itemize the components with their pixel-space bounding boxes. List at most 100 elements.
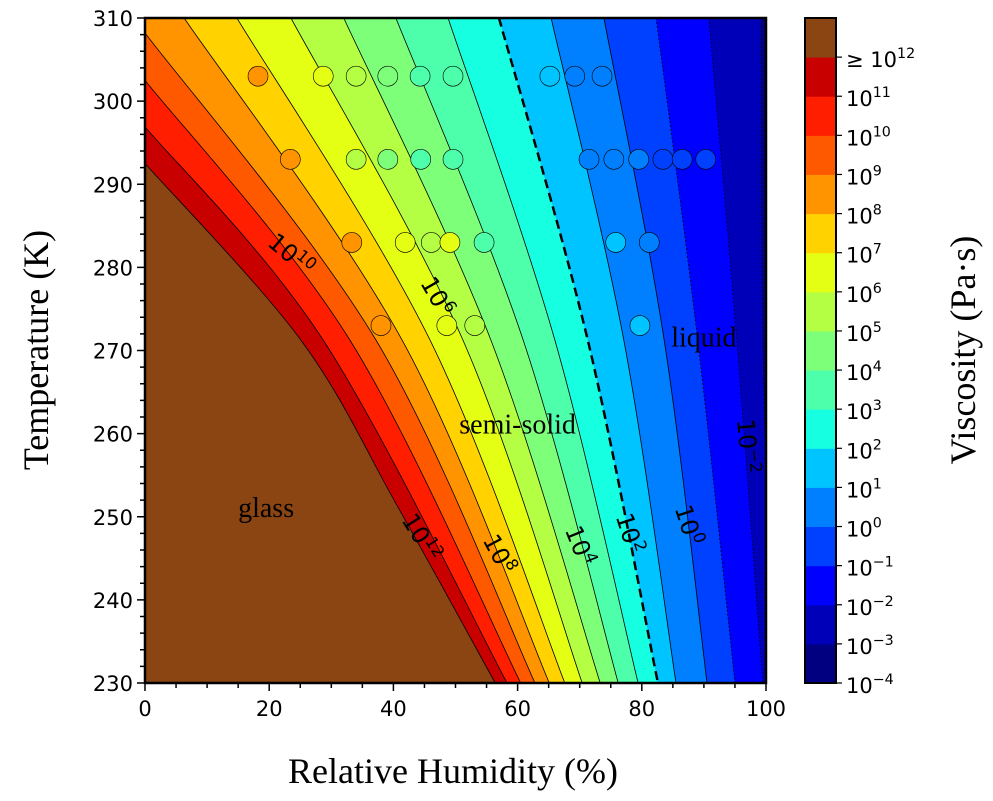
- y-tick-label: 250: [93, 506, 133, 530]
- data-point: [473, 232, 495, 253]
- y-tick-label: 270: [93, 340, 133, 364]
- data-point: [671, 149, 693, 170]
- colorbar-tick-label: 103: [846, 398, 882, 424]
- data-point: [420, 232, 442, 253]
- contour-line--2: [708, 18, 764, 683]
- colorbar-tick-label: 1010: [846, 124, 891, 150]
- y-tick-label: 290: [93, 173, 133, 197]
- data-point: [345, 65, 367, 87]
- x-tick-label: 40: [380, 697, 407, 721]
- colorbar-band: [805, 409, 836, 449]
- contour-band-12: [145, 163, 496, 683]
- data-point: [410, 149, 432, 170]
- colorbar-tick-label: 106: [846, 281, 882, 307]
- colorbar-frame: [804, 17, 837, 684]
- data-point: [436, 315, 458, 336]
- data-point: [442, 149, 464, 170]
- data-point: [652, 149, 674, 170]
- contour-label: 10−2: [731, 418, 766, 475]
- x-tick-label: 100: [746, 697, 786, 721]
- y-tick-label: 310: [93, 7, 133, 31]
- region-label-liquid: liquid: [671, 322, 736, 353]
- y-tick-label: 280: [93, 256, 133, 280]
- colorbar-band: [805, 252, 836, 293]
- contour-line-1: [550, 18, 677, 683]
- x-tick-label: 20: [256, 697, 283, 721]
- data-point: [409, 65, 431, 87]
- data-point: [695, 149, 717, 170]
- y-tick-label: 260: [93, 423, 133, 447]
- colorbar-tick-label: 10−2: [846, 594, 894, 620]
- x-tick-label: 0: [138, 697, 151, 721]
- contour-line-3: [447, 18, 639, 683]
- data-point: [605, 232, 627, 253]
- colorbar-tick-label: 1011: [846, 85, 891, 111]
- x-tick-label: 60: [504, 697, 531, 721]
- y-tick-label: 240: [93, 589, 133, 613]
- y-tick-label: 300: [93, 90, 133, 114]
- colorbar-band: [805, 96, 836, 136]
- x-axis-label: Relative Humidity (%): [288, 751, 618, 791]
- colorbar-band: [805, 370, 836, 410]
- contour-line-9: [145, 32, 536, 683]
- colorbar-tick-label: 102: [846, 437, 882, 463]
- colorbar-tick-label: 108: [846, 203, 882, 229]
- colorbar-band: [805, 174, 836, 215]
- y-tick-label: 230: [93, 672, 133, 696]
- data-point: [370, 315, 392, 336]
- data-point: [638, 232, 660, 253]
- colorbar-band: [805, 213, 836, 254]
- data-point: [629, 315, 651, 336]
- data-point: [539, 65, 561, 87]
- colorbar-tick-label: 10−3: [846, 633, 894, 659]
- colorbar-band: [805, 526, 836, 567]
- data-point: [591, 65, 613, 87]
- colorbar-band: [805, 565, 836, 606]
- colorbar-band: [805, 330, 836, 371]
- colorbar-tick-label: 105: [846, 320, 882, 346]
- contour-line-10: [145, 80, 522, 683]
- colorbar-tick-label: 104: [846, 359, 882, 385]
- contour-line-7: [236, 18, 566, 683]
- contour-line-12: [145, 163, 496, 683]
- colorbar-band: [805, 135, 836, 175]
- data-point: [377, 149, 399, 170]
- data-point: [578, 149, 600, 170]
- x-tick-label: 80: [628, 697, 655, 721]
- colorbar-tick-label: 109: [846, 163, 882, 189]
- region-label-semi-solid: semi-solid: [459, 410, 576, 441]
- data-point: [603, 149, 625, 170]
- y-axis-label: Temperature (K): [16, 230, 56, 470]
- colorbar-tick-label: 100: [846, 516, 882, 542]
- colorbar-tick-label: 107: [846, 242, 882, 268]
- colorbar-band: [805, 291, 836, 332]
- contour-line-0: [603, 18, 708, 683]
- colorbar-band: [805, 448, 836, 488]
- contour-line-6: [290, 18, 583, 683]
- colorbar-label: Viscosity (Pa·s): [943, 236, 983, 465]
- colorbar-tick-label: 10−1: [846, 555, 894, 581]
- contour-label-text: 10−2: [731, 418, 766, 475]
- colorbar-tick-label: 10−4: [846, 672, 894, 698]
- data-point: [439, 232, 461, 253]
- data-point: [377, 65, 399, 87]
- data-point: [341, 232, 363, 253]
- colorbar-band: [805, 18, 836, 58]
- colorbar-tick-label: 101: [846, 476, 882, 502]
- colorbar-tick-label: ≥ 1012: [846, 46, 915, 72]
- data-point: [312, 65, 334, 87]
- data-point: [247, 65, 269, 87]
- axes: 0 20 40 60 80 100 230 240 250 260 270 280 290 300 310: [93, 7, 786, 721]
- colorbar-band: [805, 643, 836, 684]
- colorbar-band: [805, 487, 836, 528]
- contour-line-11: [145, 126, 508, 683]
- data-point: [345, 149, 367, 170]
- contour-line-5: [343, 18, 601, 683]
- contour-line-8: [183, 18, 550, 683]
- colorbar: 10−4 10−3 10−2 10−1 100 101 102 103 104 105 106 107…: [804, 17, 915, 698]
- contour-line--1: [655, 18, 736, 683]
- data-point: [442, 65, 464, 87]
- contour-line-4: [395, 18, 619, 683]
